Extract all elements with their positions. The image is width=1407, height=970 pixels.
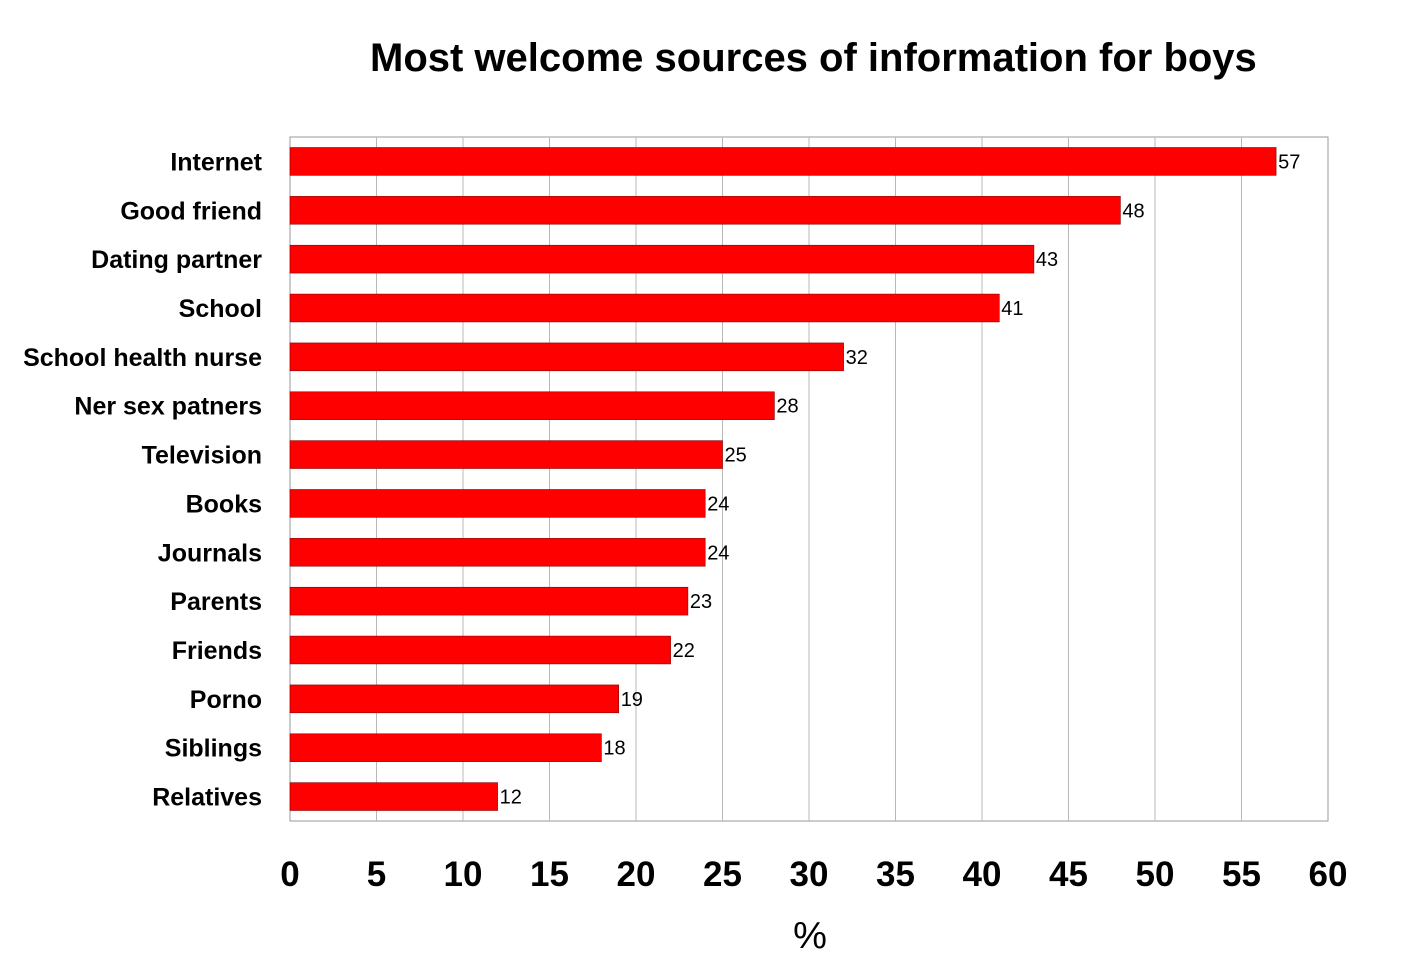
x-tick-label: 5 (367, 855, 386, 894)
x-tick-label: 20 (617, 855, 656, 894)
bar (289, 440, 723, 469)
x-axis-label: % (793, 915, 827, 957)
data-label: 22 (673, 640, 695, 662)
x-tick-label: 50 (1136, 855, 1175, 894)
data-label: 18 (603, 738, 625, 760)
category-label: Friends (172, 637, 262, 665)
x-tick-label: 10 (444, 855, 483, 894)
data-label: 48 (1122, 200, 1144, 222)
bar (289, 733, 602, 762)
category-label: School health nurse (23, 344, 262, 372)
x-tick-label: 15 (530, 855, 569, 894)
x-tick-label: 45 (1049, 855, 1088, 894)
x-tick-label: 25 (703, 855, 742, 894)
category-label: Television (142, 442, 262, 470)
category-label: Ner sex patners (74, 393, 262, 421)
data-label: 12 (500, 787, 522, 809)
category-label: Good friend (120, 197, 262, 225)
x-tick-label: 0 (280, 855, 299, 894)
data-label: 43 (1036, 249, 1058, 271)
data-label: 24 (707, 493, 729, 515)
category-label: School (179, 295, 262, 323)
bar (289, 489, 706, 518)
category-label: Porno (190, 686, 262, 714)
x-tick-labels: 0 5 10 15 20 25 30 35 40 45 50 55 60 (280, 855, 1347, 894)
data-label: 28 (776, 396, 798, 418)
bar (289, 244, 1035, 274)
data-label: 32 (846, 347, 868, 369)
bar (289, 342, 844, 372)
data-label: 23 (690, 591, 712, 613)
chart-title: Most welcome sources of information for … (370, 36, 1257, 80)
bar (289, 293, 1000, 323)
category-label: Siblings (165, 735, 262, 763)
bar (289, 196, 1121, 225)
bars (289, 147, 1277, 811)
bar (289, 684, 620, 714)
data-label: 19 (621, 689, 643, 711)
bar (289, 635, 671, 665)
x-tick-label: 30 (790, 855, 829, 894)
category-label: Internet (170, 148, 262, 176)
category-labels: Internet Good friend Dating partner School S… (23, 148, 263, 811)
category-label: Parents (170, 588, 262, 616)
category-label: Relatives (152, 784, 262, 812)
value-labels: 57 48 43 41 32 28 25 24 24 23 22 19 18 12 (500, 151, 1301, 808)
bar (289, 538, 706, 567)
category-label: Books (186, 490, 262, 518)
bar (289, 782, 498, 811)
bar (289, 391, 775, 420)
x-tick-label: 35 (876, 855, 915, 894)
data-label: 41 (1001, 298, 1023, 320)
data-label: 24 (707, 542, 729, 564)
x-tick-label: 60 (1309, 855, 1348, 894)
bar (289, 147, 1277, 176)
data-label: 57 (1278, 151, 1300, 173)
category-label: Dating partner (91, 246, 262, 274)
category-label: Journals (158, 539, 262, 567)
x-tick-label: 55 (1222, 855, 1261, 894)
x-tick-label: 40 (963, 855, 1002, 894)
data-label: 25 (725, 445, 747, 467)
bar (289, 586, 689, 616)
